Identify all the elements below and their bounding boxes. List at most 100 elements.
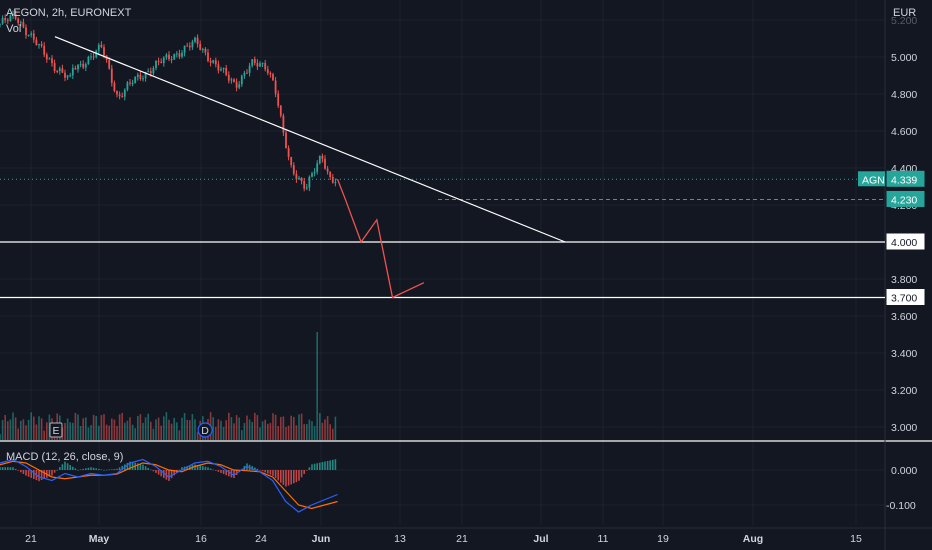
volume-bar bbox=[228, 412, 230, 440]
candle-body bbox=[160, 61, 163, 64]
candle-body bbox=[139, 74, 142, 80]
volume-bar bbox=[147, 413, 149, 440]
macd-histogram-bar bbox=[329, 460, 331, 470]
macd-histogram-bar bbox=[38, 470, 40, 482]
macd-histogram-bar bbox=[321, 462, 324, 470]
volume-bar bbox=[324, 419, 326, 440]
volume-bar bbox=[137, 415, 139, 440]
macd-histogram-bar bbox=[61, 464, 64, 470]
macd-histogram-bar bbox=[209, 468, 212, 470]
candle-body bbox=[233, 79, 235, 82]
volume-bar bbox=[300, 413, 303, 440]
macd-histogram-bar bbox=[79, 469, 82, 471]
candle-body bbox=[48, 58, 51, 60]
macd-histogram-bar bbox=[56, 469, 58, 471]
volume-bar bbox=[267, 423, 269, 440]
volume-group bbox=[0, 332, 337, 440]
volume-bar bbox=[332, 428, 334, 440]
macd-histogram-bar bbox=[196, 465, 199, 470]
candle-body bbox=[134, 76, 137, 84]
volume-marker-label: E bbox=[52, 425, 59, 437]
candle-body bbox=[227, 74, 230, 81]
volume-bar bbox=[139, 414, 142, 440]
x-axis-tick-label: Jun bbox=[312, 533, 331, 545]
volume-bar bbox=[256, 415, 259, 440]
volume-bar bbox=[35, 424, 38, 440]
target-price-tag-text: 4.230 bbox=[891, 194, 917, 206]
y-axis-tick-label: 3.400 bbox=[891, 348, 917, 360]
candle-body bbox=[308, 176, 311, 188]
volume-bar bbox=[282, 416, 285, 440]
macd-histogram-bar bbox=[251, 466, 253, 470]
volume-bar bbox=[150, 421, 152, 440]
macd-histogram-bar bbox=[264, 470, 266, 473]
candle-body bbox=[82, 63, 85, 68]
volume-bar bbox=[134, 428, 136, 440]
macd-label: MACD (12, 26, close, 9) bbox=[6, 451, 124, 463]
volume-bar bbox=[274, 414, 277, 440]
candle-body bbox=[113, 82, 116, 92]
candle-body bbox=[118, 94, 121, 97]
trendline bbox=[54, 36, 566, 243]
volume-bar bbox=[14, 417, 17, 440]
macd-histogram-bar bbox=[77, 469, 79, 471]
volume-bar bbox=[155, 419, 157, 440]
candle-body bbox=[313, 171, 316, 174]
candle-body bbox=[17, 18, 20, 23]
candle-body bbox=[240, 75, 243, 85]
candle-body bbox=[321, 155, 324, 159]
candle-body bbox=[12, 13, 14, 16]
candle-body bbox=[27, 34, 30, 36]
macd-histogram-bar bbox=[98, 468, 100, 470]
candle-body bbox=[285, 132, 287, 149]
candle-body bbox=[144, 71, 147, 79]
macd-histogram-bar bbox=[43, 470, 45, 479]
volume-bar bbox=[259, 427, 261, 440]
macd-histogram-bar bbox=[147, 467, 149, 470]
volume-bar bbox=[326, 416, 329, 440]
volume-bar bbox=[152, 428, 155, 440]
macd-histogram-bar bbox=[207, 467, 209, 470]
candle-body bbox=[77, 64, 79, 70]
macd-histogram-bar bbox=[64, 461, 66, 470]
macd-histogram-bar bbox=[311, 464, 313, 470]
candle-body bbox=[266, 69, 269, 73]
volume-bar bbox=[334, 416, 337, 440]
macd-histogram-bar bbox=[142, 464, 144, 470]
macd-histogram-bar bbox=[51, 470, 53, 476]
candle-body bbox=[230, 79, 233, 81]
volume-bar bbox=[121, 412, 123, 440]
candle-body bbox=[69, 75, 72, 77]
volume-bar bbox=[9, 419, 12, 440]
macd-histogram-bar bbox=[14, 468, 17, 470]
symbol-tag-text: AGN bbox=[862, 174, 885, 186]
volume-bar bbox=[74, 412, 77, 440]
candle-body bbox=[175, 53, 178, 55]
volume-bar bbox=[272, 413, 274, 440]
volume-bar bbox=[124, 422, 126, 440]
candle-body bbox=[196, 37, 199, 44]
macd-histogram-bar bbox=[160, 470, 162, 477]
x-axis-tick-label: 19 bbox=[657, 533, 669, 545]
volume-bar bbox=[157, 417, 160, 440]
volume-bar bbox=[17, 428, 19, 440]
candle-body bbox=[220, 69, 222, 71]
macd-histogram-bar bbox=[85, 468, 87, 470]
macd-histogram-bar bbox=[178, 469, 181, 471]
macd-histogram-bar bbox=[82, 468, 84, 470]
volume-bar bbox=[126, 420, 129, 440]
volume-bar bbox=[129, 417, 131, 440]
macd-histogram-bar bbox=[90, 467, 92, 470]
candle-body bbox=[123, 89, 126, 97]
candle-body bbox=[295, 173, 298, 180]
candle-body bbox=[45, 54, 48, 60]
candle-body bbox=[131, 83, 134, 85]
candle-body bbox=[186, 45, 189, 47]
volume-bar bbox=[233, 423, 235, 440]
macd-histogram-bar bbox=[4, 467, 6, 470]
volume-bar bbox=[79, 425, 82, 440]
volume-bar bbox=[85, 417, 87, 440]
volume-bar bbox=[313, 426, 316, 440]
currency-label: EUR bbox=[893, 7, 917, 19]
